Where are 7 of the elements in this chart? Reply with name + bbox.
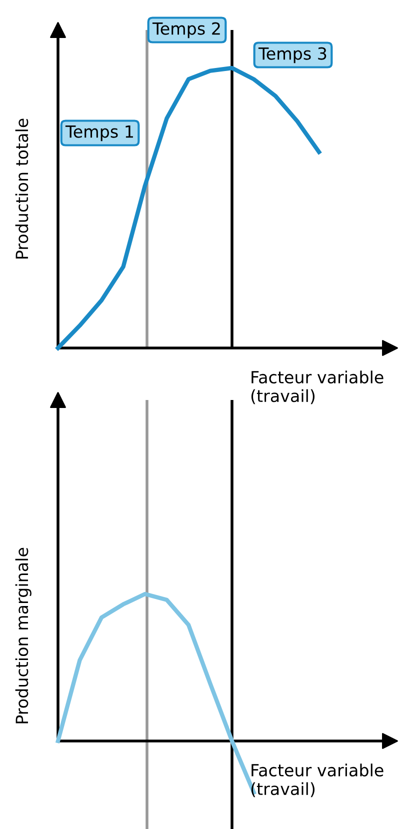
annotation: Temps 1 [65,125,133,142]
x-axis-title: Facteur variable (travail) [251,370,384,404]
text: Temps 2 [152,22,220,38]
y-axis-title: Production marginale [15,548,32,724]
x-axis-title: Facteur variable (travail) [251,764,384,798]
y-axis-title: Production totale [15,118,28,259]
text: Temps 3 [258,47,326,64]
